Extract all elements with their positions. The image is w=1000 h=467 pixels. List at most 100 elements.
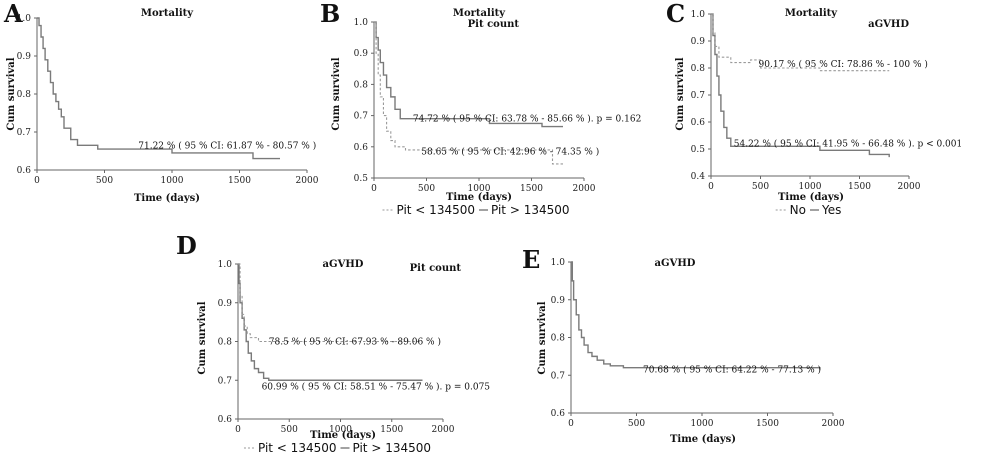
legend-label: Pit < 134500 (258, 441, 337, 455)
y-tick-label: 0.7 (551, 371, 566, 381)
y-tick-label: 0.9 (354, 49, 369, 59)
y-tick-label: 0.6 (551, 409, 566, 419)
x-tick-label: 500 (418, 184, 435, 194)
survival-annotation: 70.68 % ( 95 % CI: 64.22 % - 77.13 % ) (643, 365, 821, 376)
x-tick-label: 1000 (329, 425, 352, 435)
legend-label: Pit > 134500 (491, 203, 570, 217)
y-axis-label: Cum survival (331, 57, 342, 130)
x-axis-label: Time (days) (134, 193, 200, 204)
y-axis-label: Cum survival (675, 57, 686, 130)
survival-annotation: 90.17 % ( 95 % CI: 78.86 % - 100 % ) (759, 59, 928, 70)
y-axis-label: Cum survival (6, 57, 17, 130)
x-tick-label: 1000 (691, 419, 714, 429)
x-tick-label: 2000 (432, 425, 455, 435)
chart-subtitle: Pit count (468, 19, 520, 30)
x-tick-label: 1500 (756, 419, 779, 429)
y-axis-label: Cum survival (537, 301, 548, 374)
y-tick-label: 0.7 (691, 91, 706, 101)
y-tick-label: 0.8 (551, 334, 566, 344)
survival-annotation: 58.65 % ( 95 % CI: 42.96 % - 74.35 % ) (421, 146, 599, 157)
y-tick-label: 0.6 (17, 166, 32, 176)
y-tick-label: 0.9 (218, 299, 233, 309)
y-axis-label: Cum survival (197, 301, 208, 374)
x-tick-label: 0 (568, 419, 574, 429)
y-tick-label: 0.9 (551, 296, 566, 306)
survival-annotation: 78.5 % ( 95 % CI: 67.93 % - 89.06 % ) (269, 337, 441, 348)
x-tick-label: 0 (235, 425, 241, 435)
legend: No Yes (775, 203, 841, 217)
x-tick-label: 1000 (799, 182, 822, 192)
y-tick-label: 0.6 (691, 118, 706, 128)
survival-curve-solid (711, 13, 890, 158)
y-tick-label: 1.0 (691, 10, 706, 20)
panel-label: E (522, 245, 540, 274)
y-tick-label: 0.6 (354, 143, 369, 153)
y-tick-label: 0.7 (218, 376, 233, 386)
x-tick-label: 2000 (573, 184, 596, 194)
x-tick-label: 1500 (848, 182, 871, 192)
legend: Pit < 134500 Pit > 134500 (382, 203, 570, 217)
x-tick-label: 500 (752, 182, 769, 192)
x-axis-label: Time (days) (778, 192, 844, 203)
panel-label: B (320, 0, 340, 28)
legend: Pit < 134500 Pit > 134500 (243, 441, 432, 455)
survival-curve-solid (238, 263, 423, 381)
chart-title: Mortality (141, 8, 194, 19)
y-tick-label: 0.5 (354, 174, 369, 184)
chart-subtitle: aGVHD (868, 19, 909, 30)
y-tick-label: 0.6 (218, 415, 233, 425)
y-tick-label: 0.4 (691, 172, 706, 182)
x-tick-label: 1500 (520, 184, 543, 194)
survival-curve-solid (571, 261, 821, 370)
survival-annotation: 60.99 % ( 95 % CI: 58.51 % - 75.47 % ). … (262, 381, 491, 392)
x-tick-label: 500 (96, 176, 113, 186)
y-tick-label: 1.0 (218, 260, 233, 270)
y-tick-label: 0.9 (17, 52, 32, 62)
legend-label: Yes (821, 203, 841, 217)
y-tick-label: 1.0 (551, 258, 566, 268)
x-axis-label: Time (days) (310, 430, 376, 441)
panel-a: A Mortality 0 500 1000 1500 2000 0.6 0.7 0.8 0.9 1.… (3, 0, 319, 204)
x-tick-label: 1000 (468, 184, 491, 194)
y-tick-label: 0.8 (17, 90, 32, 100)
x-tick-label: 2000 (296, 176, 319, 186)
legend-label: No (790, 203, 806, 217)
survival-curve-solid (374, 21, 563, 128)
y-tick-label: 0.7 (354, 112, 369, 122)
x-tick-label: 2000 (898, 182, 921, 192)
y-tick-label: 0.8 (354, 80, 369, 90)
x-tick-label: 0 (708, 182, 714, 192)
y-tick-label: 0.8 (691, 64, 706, 74)
y-tick-label: 0.9 (691, 37, 706, 47)
x-tick-label: 500 (628, 419, 645, 429)
x-axis-label: Time (days) (670, 434, 736, 445)
x-tick-label: 0 (371, 184, 377, 194)
chart-title: Mortality (453, 8, 506, 19)
chart-title: Mortality (785, 8, 838, 19)
survival-annotation: 74.72 % ( 95 % CI: 63.78 % - 85.66 % ). … (413, 114, 641, 125)
legend-label: Pit < 134500 (396, 203, 475, 217)
x-tick-label: 2000 (822, 419, 845, 429)
chart-subtitle: Pit count (410, 263, 462, 274)
survival-curve-solid (37, 17, 280, 160)
y-tick-label: 0.5 (691, 145, 706, 155)
chart-title: aGVHD (323, 259, 364, 270)
survival-annotation: 71.22 % ( 95 % CI: 61.87 % - 80.57 % ) (138, 140, 316, 151)
survival-curve-dashed (238, 263, 423, 343)
x-tick-label: 1000 (161, 176, 184, 186)
survival-annotation: 54.22 % ( 95 % CI: 41.95 % - 66.48 % ). … (734, 139, 962, 150)
panel-label: C (666, 0, 685, 28)
y-tick-label: 1.0 (354, 18, 369, 28)
y-tick-label: 0.8 (218, 338, 233, 348)
panel-c: C Mortality aGVHD 0 500 1000 1500 2000 0.4 0.5 0.6… (666, 0, 962, 217)
x-axis-label: Time (days) (446, 192, 512, 203)
legend-label: Pit > 134500 (353, 441, 432, 455)
x-tick-label: 1500 (228, 176, 251, 186)
survival-curve-dashed (374, 21, 563, 165)
chart-title: aGVHD (655, 258, 696, 269)
x-tick-label: 1500 (380, 425, 403, 435)
